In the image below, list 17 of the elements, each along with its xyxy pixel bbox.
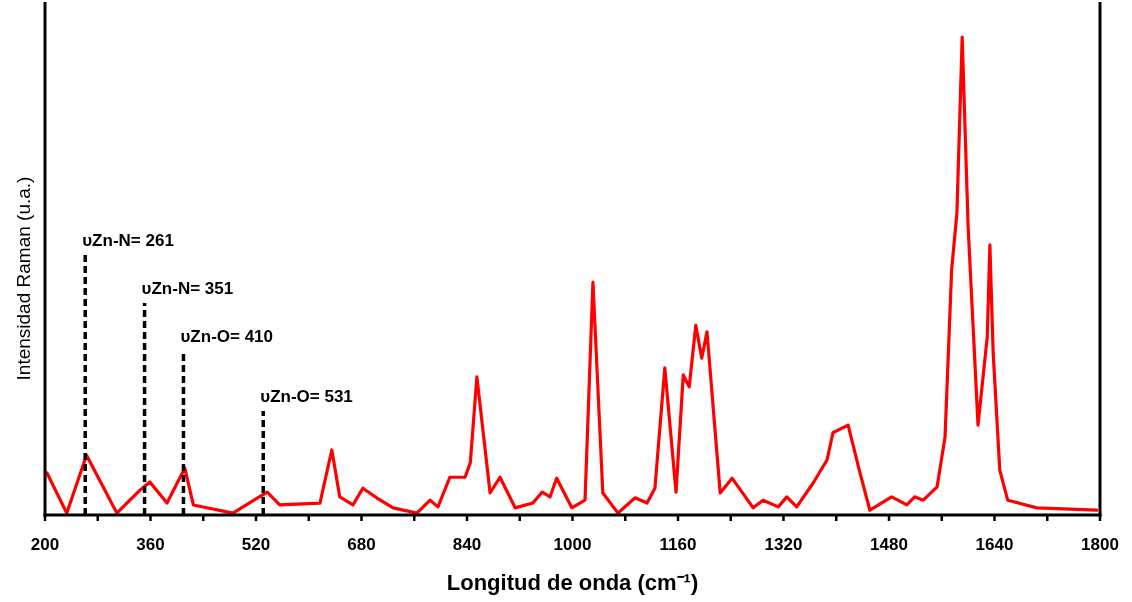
x-tick-label: 1000	[553, 535, 592, 554]
ref-line-label: υZn-O= 410	[180, 327, 274, 346]
x-tick-label: 1640	[975, 535, 1014, 554]
x-axis-title: Longitud de onda (cm⁻¹)	[446, 570, 699, 595]
x-tick-label: 1160	[659, 535, 697, 554]
x-tick-label: 1480	[870, 535, 908, 554]
x-tick-label: 840	[452, 535, 482, 554]
x-tick-label: 1320	[764, 535, 803, 554]
x-tick-label: 680	[347, 535, 376, 554]
ref-line-label: υZn-N= 351	[141, 279, 234, 298]
ref-line-label: υZn-O= 531	[260, 387, 353, 406]
y-axis-title: Intensidad Raman (u.a.)	[13, 176, 34, 381]
ref-line-label: υZn-N= 261	[82, 231, 174, 250]
x-tick-label: 520	[241, 535, 271, 554]
x-tick-label: 360	[136, 535, 165, 554]
x-tick-label: 200	[30, 535, 60, 554]
x-tick-label: 1800	[1081, 535, 1119, 554]
